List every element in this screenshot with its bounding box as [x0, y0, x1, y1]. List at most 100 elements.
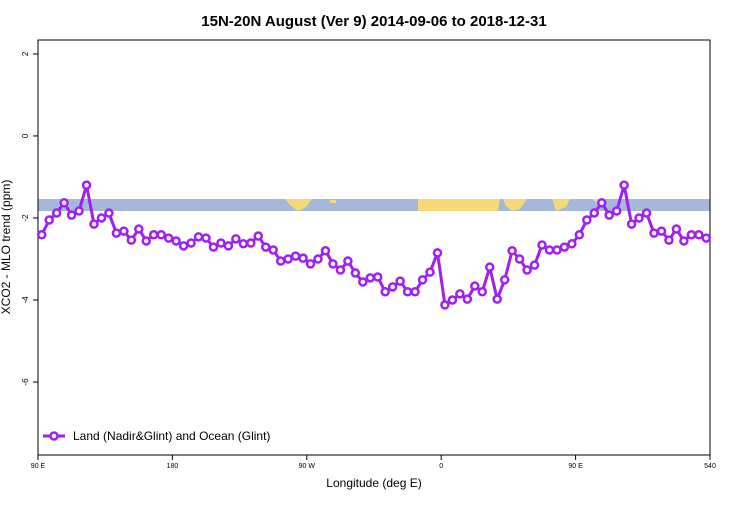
x-tick-label: 90 W: [299, 463, 316, 470]
data-point: [522, 265, 532, 275]
data-point: [529, 260, 540, 270]
data-point: [626, 219, 637, 229]
data-point: [305, 259, 316, 269]
data-point: [611, 206, 622, 216]
data-point: [290, 251, 301, 261]
data-point: [208, 242, 219, 252]
data-point: [604, 210, 614, 220]
data-point: [298, 253, 308, 263]
x-tick-label: 90 E: [31, 463, 46, 470]
data-point: [358, 277, 368, 287]
data-point: [216, 238, 226, 248]
data-point: [499, 275, 510, 285]
data-point: [462, 294, 473, 304]
data-point: [701, 233, 712, 243]
data-point: [111, 228, 122, 238]
data-point: [455, 289, 465, 299]
data-point: [514, 254, 525, 264]
data-point: [402, 287, 413, 297]
data-point: [582, 215, 592, 225]
data-point: [559, 242, 570, 252]
data-point: [350, 268, 361, 278]
data-point: [126, 235, 137, 245]
x-tick-label: 540: [704, 463, 716, 470]
data-point: [686, 230, 697, 240]
data-point: [537, 240, 547, 250]
data-point: [44, 215, 54, 225]
data-point: [656, 226, 667, 236]
data-point: [104, 208, 114, 218]
data-point: [492, 294, 502, 304]
data-point: [89, 219, 99, 229]
data-point: [238, 239, 249, 249]
plot-frame: [37, 39, 711, 456]
data-point: [134, 224, 144, 234]
data-point: [649, 228, 659, 238]
data-point: [589, 208, 600, 218]
y-tick-label: 0: [21, 133, 30, 138]
data-point: [470, 281, 480, 291]
data-point: [186, 238, 196, 248]
data-point: [694, 230, 704, 240]
data-point: [171, 236, 181, 246]
data-point: [619, 180, 629, 190]
data-point: [567, 239, 577, 249]
data-point: [641, 208, 652, 218]
data-point: [365, 273, 376, 283]
data-point: [328, 259, 338, 269]
data-point: [552, 245, 562, 255]
y-tick-label: -2: [21, 214, 30, 222]
data-point: [320, 246, 331, 256]
data-point: [231, 234, 241, 244]
data-point: [74, 206, 84, 216]
x-tick-label: 90 E: [568, 463, 583, 470]
data-point: [268, 245, 278, 255]
data-point: [387, 282, 398, 292]
data-point: [283, 254, 293, 264]
data-point: [59, 198, 69, 208]
data-point: [335, 265, 346, 275]
data-point: [156, 230, 166, 240]
y-tick-label: -6: [21, 378, 30, 386]
y-tick-label: -4: [21, 296, 30, 304]
data-point: [671, 224, 682, 234]
data-point: [574, 230, 585, 240]
data-point: [141, 236, 152, 246]
data-point: [634, 213, 644, 223]
legend-marker: [49, 431, 59, 441]
data-point: [223, 241, 234, 251]
data-point: [51, 208, 62, 218]
data-point: [425, 267, 435, 277]
x-tick-label: 0: [439, 463, 443, 470]
data-point: [178, 241, 189, 251]
data-point: [664, 235, 674, 245]
data-point: [275, 256, 286, 266]
data-point: [432, 248, 443, 258]
data-point: [440, 300, 450, 310]
data-point: [410, 287, 420, 297]
data-point: [372, 272, 383, 282]
data-point: [148, 230, 159, 240]
data-point: [119, 226, 129, 236]
x-tick-label: 180: [167, 463, 179, 470]
chart-title: 15N-20N August (Ver 9) 2014-09-06 to 201…: [201, 13, 546, 30]
data-point: [484, 262, 495, 272]
data-point: [163, 233, 174, 243]
map-strip: [38, 199, 710, 211]
data-point: [477, 287, 488, 297]
data-point: [544, 245, 555, 255]
data-point: [447, 295, 458, 305]
data-point: [260, 242, 271, 252]
data-point: [380, 287, 390, 297]
y-tick-label: 2: [21, 51, 30, 56]
legend-label: Land (Nadir&Glint) and Ocean (Glint): [73, 429, 270, 443]
data-point: [679, 236, 689, 246]
data-point: [507, 246, 517, 256]
data-point: [596, 198, 607, 208]
x-axis-label: Longitude (deg E): [326, 476, 421, 490]
data-point: [201, 233, 211, 243]
data-point: [395, 276, 405, 286]
data-point: [96, 213, 107, 223]
